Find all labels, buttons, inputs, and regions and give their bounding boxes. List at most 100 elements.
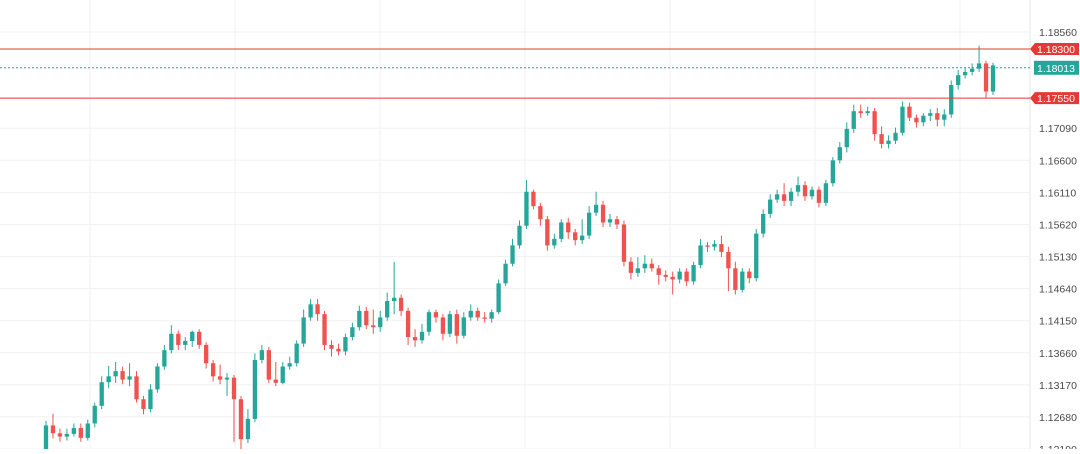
candle-body — [559, 222, 564, 239]
candle-down — [566, 217, 571, 239]
candle-up — [740, 268, 745, 293]
candle-body — [454, 314, 459, 336]
candle-body — [357, 310, 362, 328]
candle-down — [726, 246, 731, 292]
candle-body — [510, 245, 515, 264]
candle-body — [663, 274, 668, 277]
candle-body — [677, 271, 682, 280]
candle-body — [294, 343, 299, 364]
candle-body — [419, 331, 425, 341]
candle-down — [398, 294, 404, 317]
candle-body — [315, 304, 320, 315]
price-tag-bg — [1030, 43, 1079, 56]
y-tick-label: 1.16600 — [1039, 155, 1077, 167]
candle-body — [266, 350, 271, 380]
candle-down — [134, 371, 139, 403]
candle-body — [816, 189, 822, 203]
y-tick-label: 1.12190 — [1039, 444, 1077, 449]
candle-up — [593, 191, 599, 216]
candle-down — [120, 366, 125, 385]
price-tag-label: 1.17550 — [1037, 93, 1075, 105]
candle-body — [733, 268, 738, 290]
candle-body — [85, 423, 90, 438]
candle-up — [635, 257, 641, 277]
candle-body — [726, 251, 731, 269]
candle-up — [43, 420, 49, 452]
candle-up — [788, 187, 794, 207]
candle-body — [280, 366, 285, 383]
candle-up — [809, 186, 815, 200]
candle-body — [378, 317, 383, 328]
candle-up — [844, 122, 849, 153]
candle-body — [169, 333, 174, 351]
candle-body — [92, 405, 97, 424]
candle-up — [350, 322, 355, 341]
y-tick-label: 1.13660 — [1039, 348, 1077, 360]
candle-up — [419, 323, 425, 344]
candle-up — [893, 127, 898, 144]
candle-up — [969, 63, 975, 76]
candle-body — [983, 63, 989, 92]
candle-body — [106, 376, 111, 383]
candle-body — [475, 310, 480, 318]
candle-body — [468, 310, 473, 318]
candle-up — [259, 344, 265, 364]
candle-up — [127, 363, 132, 387]
candle-body — [113, 371, 118, 377]
candle-down — [663, 270, 668, 282]
candle-body — [190, 331, 195, 341]
candle-up — [865, 106, 870, 116]
candle-body — [155, 366, 160, 390]
candle-up — [301, 309, 306, 347]
candle-up — [224, 373, 230, 396]
candle-down — [872, 107, 877, 141]
candle-body — [621, 224, 627, 262]
candle-body — [949, 85, 954, 115]
candle-body — [670, 276, 675, 280]
candle-up — [642, 255, 647, 273]
candle-body — [440, 317, 446, 334]
candle-body — [614, 219, 620, 225]
candle-body — [238, 399, 244, 440]
candle-body — [914, 117, 919, 123]
candle-body — [969, 68, 975, 72]
candle-body — [43, 425, 49, 449]
candle-down — [329, 340, 334, 357]
candle-down — [531, 189, 536, 210]
candle-body — [893, 132, 898, 141]
candle-up — [510, 238, 515, 267]
candle-down — [705, 242, 710, 252]
candle-body — [788, 191, 794, 201]
candle-body — [642, 263, 647, 269]
candle-up — [795, 176, 801, 197]
candle-down — [914, 114, 919, 128]
candle-up — [113, 361, 118, 383]
candle-body — [398, 297, 404, 311]
candle-down — [628, 257, 634, 280]
candle-down — [315, 299, 320, 321]
candle-body — [489, 312, 494, 319]
candle-down — [405, 307, 411, 345]
candle-down — [141, 395, 146, 415]
candle-up — [837, 141, 842, 164]
candle-up — [169, 325, 174, 354]
candle-down — [217, 364, 223, 385]
candle-body — [224, 377, 230, 380]
y-tick-label: 1.18560 — [1039, 27, 1077, 39]
candle-down — [573, 229, 578, 246]
candle-down — [197, 329, 202, 349]
candle-body — [405, 310, 411, 338]
candle-down — [858, 104, 863, 118]
candle-body — [496, 283, 501, 313]
candle-up — [496, 279, 501, 315]
price-tag-bg — [1034, 60, 1079, 75]
candle-up — [768, 194, 773, 218]
candle-up — [106, 365, 111, 389]
candle-body — [900, 106, 905, 133]
candle-down — [238, 395, 244, 449]
candle-down — [600, 200, 606, 228]
candle-down — [656, 265, 661, 285]
candle-body — [141, 399, 146, 410]
candle-body — [252, 359, 258, 419]
candle-body — [990, 65, 996, 92]
